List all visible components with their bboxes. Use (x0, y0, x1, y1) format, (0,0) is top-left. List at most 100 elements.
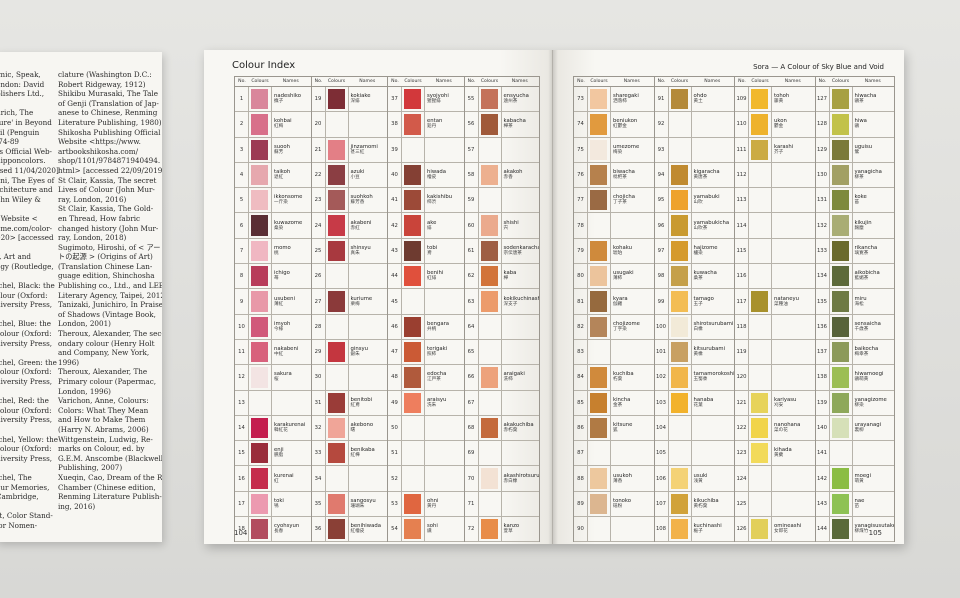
colour-name-japanese: 狐 (613, 428, 618, 433)
bibliography-line: niversity Press, (0, 300, 53, 310)
header-colours: Colours (670, 79, 689, 84)
colour-name-cell: kitsune 狐 (610, 415, 654, 441)
colour-name-romaji: toki (274, 497, 284, 504)
colour-swatch (480, 417, 498, 439)
bibliography-column-2: clature (Washington D.C.: Robert Ridgeway… (58, 70, 162, 511)
colour-name-cell: tohoh 籐黄 (771, 87, 815, 112)
colour-entry-row: 122 nanohana 菜の花 (735, 415, 815, 442)
colour-name-romaji: entan (427, 118, 443, 125)
colour-name-cell (610, 213, 654, 238)
column-header-row: No. Colours Names (815, 76, 894, 87)
colour-name-cell: kincha 金茶 (610, 390, 654, 415)
entry-number: 13 (235, 390, 249, 415)
entry-number: 117 (735, 289, 749, 314)
colour-entry-row: 111 karashi 芥子 (735, 137, 815, 163)
entry-number: 4 (235, 162, 249, 188)
entry-number: 65 (465, 339, 479, 365)
colour-swatch (404, 392, 421, 413)
colour-entry-row: 19 kokiake 深緋 (311, 87, 387, 113)
colour-entry-row: 103 hanaba 花葉 (654, 390, 735, 416)
colour-swatch (251, 266, 268, 287)
bibliography-line: and How to Make Them (58, 415, 146, 425)
colour-name-japanese: 伽羅 (613, 301, 623, 307)
colour-swatch (251, 114, 268, 135)
colour-swatch (481, 494, 498, 514)
colour-name-cell: usubeni 薄紅 (271, 289, 311, 314)
colour-name-japanese: 砥粉 (613, 503, 623, 509)
colour-swatch (404, 240, 421, 262)
colour-name-cell: nadeshiko 撫子 (271, 87, 311, 112)
colour-entry-row: 121 kariyasu 刈安 (735, 390, 815, 416)
colour-name-japanese: 萌黄 (854, 478, 864, 484)
bibliography-line: changed history (John Mur- (58, 223, 159, 233)
bibliography-line: niversity Press, (0, 415, 53, 425)
colour-name-romaji: moegi (854, 472, 872, 479)
colour-name-japanese: 琥珀 (613, 250, 623, 256)
colour-name-cell: kanzo 萱草 (500, 517, 540, 542)
colour-name-japanese: 菜の花 (774, 428, 788, 433)
entry-number: 79 (574, 238, 588, 264)
colour-name-romaji: benihi (427, 270, 444, 277)
colour-swatch (670, 291, 688, 312)
entry-number: 123 (735, 441, 749, 466)
colour-name-japanese: 赤香 (503, 175, 513, 181)
colour-swatch (327, 139, 345, 160)
colour-entry-row: 61 sodenkaracha 宗伝唐茶 (464, 238, 539, 265)
entry-number: 12 (235, 365, 249, 390)
colour-name-japanese: 桃 (274, 250, 279, 256)
colour-name-cell: kuriume 栗梅 (347, 289, 388, 314)
colour-name-japanese: 梔子 (693, 529, 703, 535)
bibliography-line: lor Nomen- (0, 520, 38, 530)
entry-number: 75 (574, 137, 588, 162)
colour-name-cell: hanaba 花葉 (690, 390, 735, 415)
header-names: Names (784, 79, 801, 84)
colour-name-cell: kuwacha 桑茶 (690, 264, 735, 289)
entry-number: 133 (816, 238, 830, 264)
colour-name-japanese: 紅梅 (274, 124, 284, 130)
colour-name-romaji: aikobicha (854, 270, 880, 277)
entry-number: 68 (465, 415, 479, 441)
header-colours: Colours (404, 79, 422, 84)
colour-swatch (328, 468, 345, 488)
colour-swatch (327, 519, 345, 540)
bibliography-line: ohn Wiley & (0, 194, 41, 204)
colour-swatch (251, 139, 268, 160)
colour-name-cell (771, 491, 815, 517)
colour-name-japanese: 宍 (503, 225, 509, 231)
colour-swatch (831, 417, 849, 439)
colour-swatch (404, 493, 421, 515)
entry-number: 138 (816, 365, 830, 390)
colour-name-romaji: taikoh (274, 169, 291, 176)
colour-name-cell (771, 314, 815, 339)
colour-name-japanese: 柳茶 (854, 175, 864, 181)
colour-name-romaji: kuriume (350, 295, 373, 302)
bibliography-line: colour (Oxford: (0, 367, 52, 377)
colour-entry-row: 75 umezome 梅染 (574, 137, 654, 163)
colour-swatch (328, 317, 345, 337)
colour-entry-row: 58 akakoh 赤香 (464, 162, 539, 189)
colour-name-japanese: 金茶 (613, 402, 623, 408)
colour-entry-row: 41 kakishibu 柿渋 (388, 188, 464, 214)
colour-name-cell: suooh 蘇芳 (271, 137, 311, 162)
colour-entry-row: 81 kyara 伽羅 (574, 289, 654, 315)
colour-swatch (751, 519, 768, 540)
colour-name-cell (690, 441, 735, 466)
entry-number: 118 (735, 314, 749, 339)
colour-swatch (251, 341, 268, 363)
colour-name-japanese: 臙脂 (274, 453, 284, 459)
colour-name-cell: benihi 紅緋 (424, 264, 464, 289)
bibliography-line: (Harry N. Abrams, 2006) (58, 424, 149, 434)
colour-name-japanese: 宗伝唐茶 (503, 250, 522, 256)
entry-number: 64 (465, 314, 479, 339)
colour-name-romaji: jinzamomi (350, 143, 378, 150)
colour-entry-row: 28 (311, 314, 387, 340)
colour-entry-row: 38 entan 鉛丹 (388, 112, 464, 138)
entry-number: 126 (735, 517, 749, 542)
colour-name-romaji: koke (854, 194, 867, 201)
colour-name-romaji: sohi (427, 523, 438, 530)
colour-swatch (670, 215, 688, 236)
colour-name-romaji: kakishibu (427, 194, 453, 201)
entry-number: 47 (388, 339, 402, 365)
colour-entry-row: 54 sohi 纁 (388, 517, 464, 543)
entry-number: 142 (816, 466, 830, 491)
